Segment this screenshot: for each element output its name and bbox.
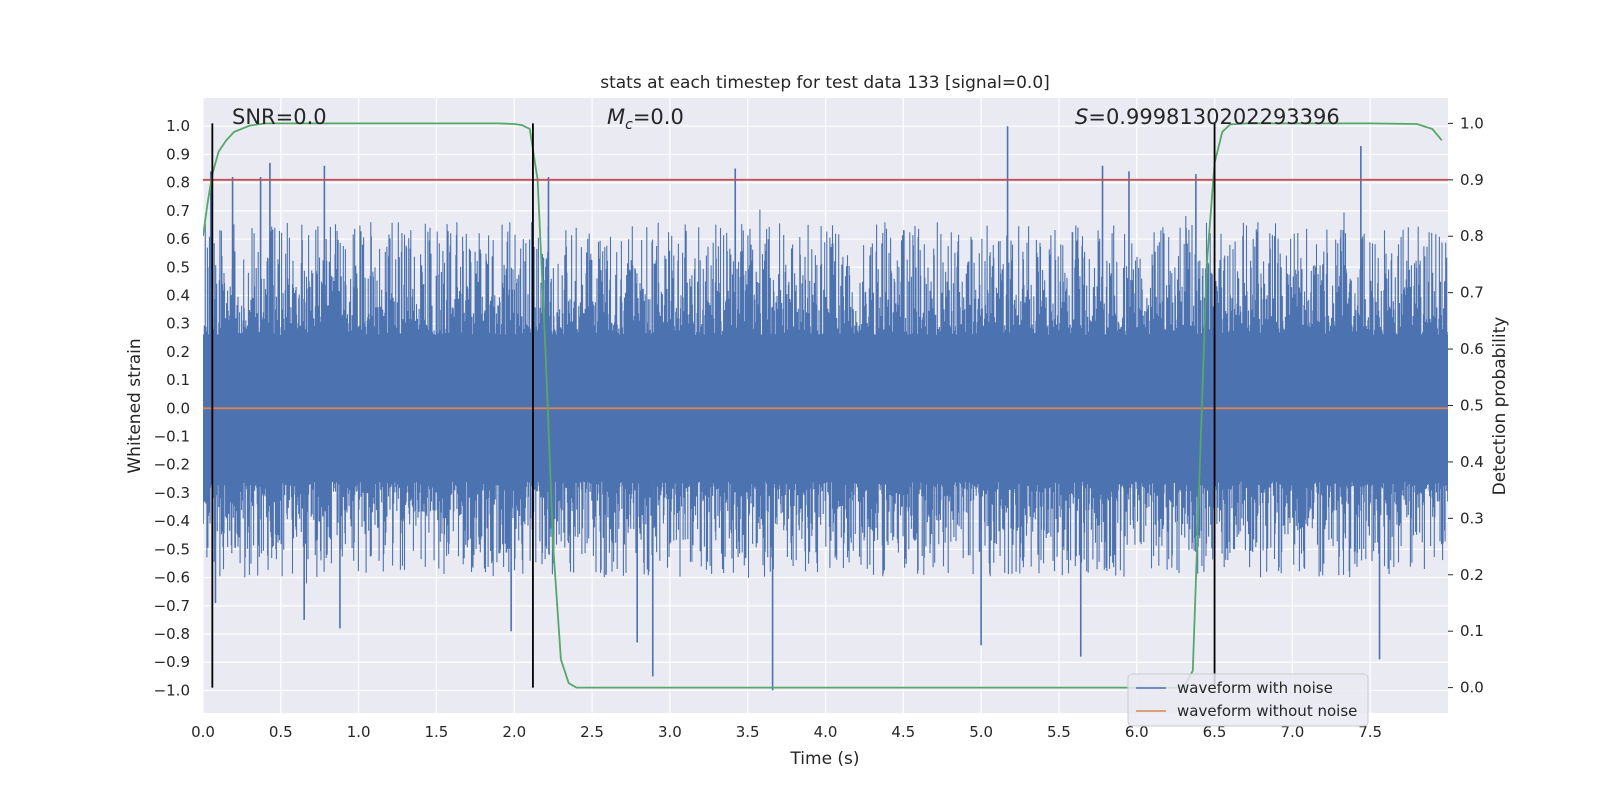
x-tick-label: 6.5	[1203, 723, 1227, 741]
s-annotation: S=0.9998130202293396	[1075, 105, 1340, 129]
y2-tick-label: 0.0	[1460, 679, 1484, 697]
s-symbol: S	[1075, 105, 1088, 129]
y-tick-label: 0.0	[166, 399, 190, 417]
y-tick-label: 0.1	[166, 371, 190, 389]
legend-label-clean: waveform without noise	[1177, 702, 1357, 720]
y-tick-label: 0.5	[166, 258, 190, 276]
legend-label-noise: waveform with noise	[1177, 679, 1333, 697]
mc-subscript: c	[625, 117, 633, 133]
y2-axis-label: Detection probability	[1490, 317, 1510, 496]
vertical-markers	[211, 123, 1216, 688]
x-tick-label: 0.5	[269, 723, 293, 741]
y-tick-label: 0.7	[166, 202, 190, 220]
x-tick-label: 2.5	[580, 723, 604, 741]
x-tick-label: 4.0	[814, 723, 838, 741]
y-tick-label: 0.6	[166, 230, 190, 248]
series-line	[203, 122, 1443, 689]
x-tick-label: 7.5	[1358, 723, 1382, 741]
y2-tick-label: 0.8	[1460, 227, 1484, 245]
y2-tick-label: 0.1	[1460, 622, 1484, 640]
x-tick-label: 3.0	[658, 723, 682, 741]
y-tick-label: −0.6	[154, 569, 190, 587]
x-tick-label: 0.0	[191, 723, 215, 741]
x-tick-label: 5.0	[969, 723, 993, 741]
axis-ticks: 0.0 0.5 1.0 1.5 2.0 2.5 3.0 3.5 4.0 4.5 5.0 5.5 6.0 6…	[154, 114, 1484, 741]
x-tick-label: 3.5	[736, 723, 760, 741]
mc-symbol: M	[607, 105, 625, 129]
y-tick-label: 0.8	[166, 174, 190, 192]
y-tick-label: −0.1	[154, 428, 190, 446]
y-tick-label: 0.3	[166, 315, 190, 333]
y-tick-label: −0.4	[154, 512, 190, 530]
y-tick-label: −0.7	[154, 597, 190, 615]
y2-tick-label: 0.2	[1460, 566, 1484, 584]
y-tick-label: −0.5	[154, 540, 190, 558]
y-axis-label: Whitened strain	[125, 338, 145, 473]
x-tick-label: 5.5	[1047, 723, 1071, 741]
y2-tick-label: 1.0	[1460, 114, 1484, 132]
series-lines	[203, 122, 1448, 689]
y2-tick-label: 0.9	[1460, 171, 1484, 189]
x-tick-label: 1.5	[425, 723, 449, 741]
y2-tick-label: 0.4	[1460, 453, 1484, 471]
x-tick-label: 4.5	[891, 723, 915, 741]
snr-annotation: SNR=0.0	[232, 105, 327, 129]
y2-tick-label: 0.7	[1460, 284, 1484, 302]
y2-tick-label: 0.5	[1460, 397, 1484, 415]
y-tick-label: −0.9	[154, 653, 190, 671]
y-tick-label: −0.2	[154, 456, 190, 474]
y2-tick-label: 0.6	[1460, 340, 1484, 358]
legend: waveform with noise waveform without noi…	[1127, 673, 1369, 727]
chart-title: stats at each timestep for test data 133…	[600, 73, 1050, 93]
s-value: =0.9998130202293396	[1088, 105, 1339, 129]
y-tick-label: 0.2	[166, 343, 190, 361]
x-tick-label: 1.0	[347, 723, 371, 741]
y-tick-label: −1.0	[154, 681, 190, 699]
x-tick-label: 6.0	[1125, 723, 1149, 741]
y2-tick-label: 0.3	[1460, 509, 1484, 527]
x-axis-label: Time (s)	[789, 749, 859, 769]
y-tick-label: −0.3	[154, 484, 190, 502]
mc-value: =0.0	[633, 105, 684, 129]
mc-annotation: Mc=0.0	[607, 105, 684, 133]
x-tick-label: 2.0	[502, 723, 526, 741]
y-tick-label: −0.8	[154, 625, 190, 643]
y-tick-label: 0.9	[166, 145, 190, 163]
y-tick-label: 1.0	[166, 117, 190, 135]
y-tick-label: 0.4	[166, 286, 190, 304]
x-tick-label: 7.0	[1280, 723, 1304, 741]
legend-box	[1127, 673, 1369, 727]
